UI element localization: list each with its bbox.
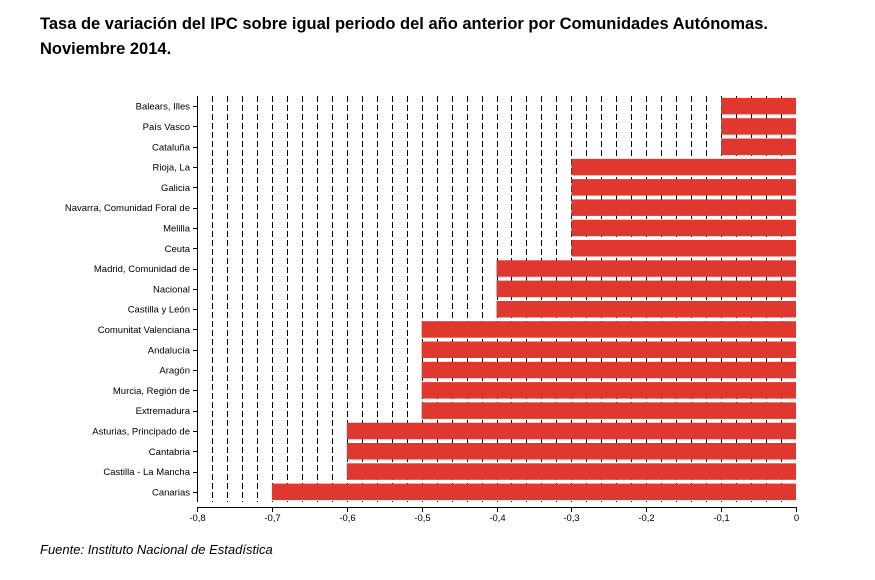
- x-tick-label: -0,5: [414, 513, 430, 524]
- x-axis: -0,8 -0,7 -0,6 -0,5 -0,4 -0,3 -0,2 -0,1 0: [189, 96, 799, 524]
- category-label: Castilla y León: [128, 305, 190, 316]
- bar: [346, 443, 796, 460]
- chart-title-line-2: Noviembre 2014.: [40, 40, 172, 58]
- category-label: Asturias, Principado de: [92, 426, 190, 437]
- category-label: Balears, Illes: [136, 102, 191, 113]
- bar: [571, 158, 796, 176]
- bar: [571, 199, 796, 216]
- category-label: Extremadura: [136, 406, 191, 417]
- category-labels: Balears, Illes País Vasco Cataluña Rioja, L…: [65, 102, 197, 498]
- category-label: Galicia: [161, 183, 191, 194]
- x-tick-label: -0,7: [264, 513, 280, 524]
- bar: [721, 118, 796, 135]
- category-label: Andalucía: [148, 345, 191, 356]
- bar: [421, 361, 796, 379]
- chart-title-line-1: Tasa de variación del IPC sobre igual pe…: [40, 15, 768, 33]
- category-label: Comunitat Valenciana: [98, 325, 191, 336]
- bars: [271, 97, 796, 501]
- category-label: Murcia, Región de: [113, 386, 190, 397]
- x-tick-label: -0,6: [339, 513, 355, 524]
- bar: [571, 179, 796, 196]
- category-label: Castilla - La Mancha: [103, 467, 190, 478]
- category-label: Nacional: [153, 284, 190, 295]
- category-label: Cantabria: [149, 447, 191, 458]
- bar: [496, 280, 796, 298]
- bar: [346, 422, 796, 440]
- category-label: Cataluña: [152, 142, 191, 153]
- category-label: Ceuta: [165, 244, 191, 255]
- bar: [721, 97, 796, 115]
- category-label: Madrid, Comunidad de: [94, 264, 190, 275]
- bar: [421, 321, 796, 338]
- category-label: Melilla: [163, 223, 191, 234]
- category-label: Rioja, La: [153, 163, 191, 174]
- chart-title: Tasa de variación del IPC sobre igual pe…: [40, 12, 860, 62]
- grid-lines: [197, 96, 782, 502]
- x-tick-label: -0,8: [189, 513, 205, 524]
- x-tick-label: -0,4: [489, 513, 505, 524]
- bar-chart: Balears, Illes País Vasco Cataluña Rioja, L…: [65, 96, 799, 524]
- bar: [571, 240, 796, 257]
- category-label: Navarra, Comunidad Foral de: [65, 203, 190, 214]
- bar: [496, 300, 796, 318]
- bar: [496, 260, 796, 277]
- category-label: Canarias: [152, 487, 190, 498]
- x-tick-label: -0,3: [563, 513, 579, 524]
- x-tick-label: -0,2: [638, 513, 654, 524]
- bar: [421, 382, 796, 399]
- category-label: País Vasco: [143, 122, 190, 133]
- bar: [421, 402, 796, 419]
- bar: [571, 219, 796, 237]
- bar: [271, 483, 796, 501]
- bar: [346, 463, 796, 480]
- bar: [421, 341, 796, 358]
- category-label: Aragón: [159, 366, 190, 377]
- bar: [721, 138, 796, 155]
- x-tick-label: -0,1: [713, 513, 729, 524]
- x-tick-label: 0: [794, 513, 799, 524]
- source-note: Fuente: Instituto Nacional de Estadístic…: [40, 542, 273, 557]
